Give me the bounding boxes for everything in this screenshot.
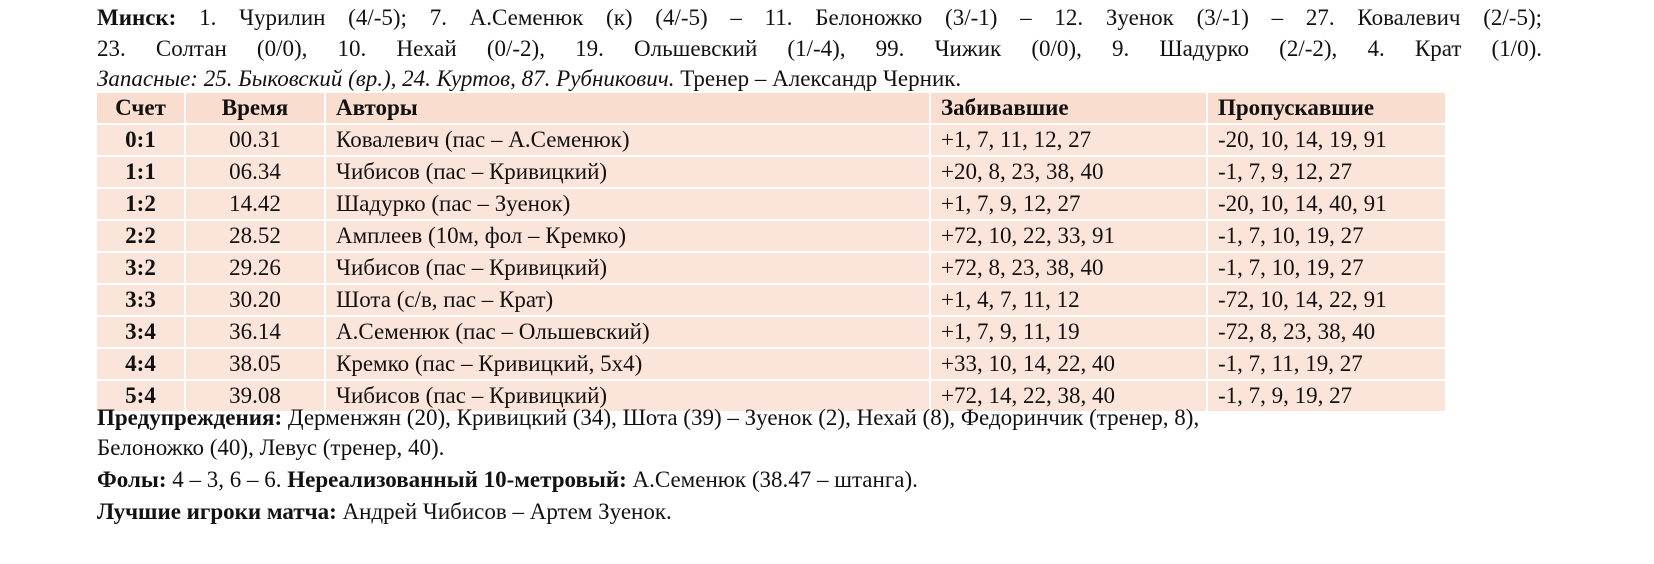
cell-authors: Ковалевич (пас – А.Семенюк) [324, 123, 931, 157]
cell-on-ice-conceding: -1, 7, 9, 19, 27 [1206, 379, 1445, 413]
warnings-line-1: Предупреждения: Дерменжян (20), Кривицки… [97, 403, 1542, 433]
cell-on-ice-conceding: -1, 7, 10, 19, 27 [1206, 219, 1445, 253]
cell-on-ice-conceding: -1, 7, 9, 12, 27 [1206, 155, 1445, 189]
table-row: 0:1 00.31 Ковалевич (пас – А.Семенюк) +1, 7… [97, 123, 1445, 157]
lineup-players-1: 1. Чурилин (4/-5); 7. А.Семенюк (к) (4/-… [199, 5, 1543, 30]
header-on-ice-scoring: Забивавшие [929, 93, 1208, 125]
cell-authors: Кремко (пас – Кривицкий, 5х4) [324, 347, 931, 381]
cell-time: 06.34 [184, 155, 326, 189]
cell-authors: Амплеев (10м, фол – Кремко) [324, 219, 931, 253]
cell-score: 0:1 [97, 123, 186, 157]
missed-penalty-value: А.Семенюк (38.47 – штанга). [632, 467, 918, 492]
fouls-line: Фолы: 4 – 3, 6 – 6. Нереализованный 10-м… [97, 465, 1542, 495]
cell-time: 38.05 [184, 347, 326, 381]
team-label: Минск: [97, 5, 177, 30]
header-time: Время [184, 93, 326, 125]
cell-on-ice-conceding: -1, 7, 11, 19, 27 [1206, 347, 1445, 381]
warnings-text: Дерменжян (20), Кривицкий (34), Шота (39… [287, 405, 1200, 430]
header-authors: Авторы [324, 93, 931, 125]
table-header-row: Счет Время Авторы Забивавшие Пропускавши… [97, 93, 1445, 125]
substitutes: Запасные: 25. Быковский (вр.), 24. Курто… [97, 66, 675, 91]
cell-time: 36.14 [184, 315, 326, 349]
table-row: 2:2 28.52 Амплеев (10м, фол – Кремко) +72, … [97, 219, 1445, 253]
goals-table: Счет Время Авторы Забивавшие Пропускавши… [97, 93, 1445, 413]
fouls-value: 4 – 3, 6 – 6. [172, 467, 282, 492]
cell-time: 00.31 [184, 123, 326, 157]
cell-on-ice-conceding: -20, 10, 14, 40, 91 [1206, 187, 1445, 221]
cell-time: 30.20 [184, 283, 326, 317]
cell-score: 3:3 [97, 283, 186, 317]
cell-score: 4:4 [97, 347, 186, 381]
cell-score: 3:2 [97, 251, 186, 285]
missed-penalty-label: Нереализованный 10-метровый: [287, 467, 627, 492]
table-row: 1:2 14.42 Шадурко (пас – Зуенок) +1, 7, 9, … [97, 187, 1445, 221]
best-players-line: Лучшие игроки матча: Андрей Чибисов – Ар… [97, 497, 1542, 527]
coach: Тренер – Александр Черник. [680, 66, 962, 91]
lineup-line-2: 23. Солтан (0/0), 10. Нехай (0/-2), 19. … [97, 36, 1542, 61]
cell-authors: А.Семенюк (пас – Ольшевский) [324, 315, 931, 349]
table-row: 4:4 38.05 Кремко (пас – Кривицкий, 5х4) +33… [97, 347, 1445, 381]
table-row: 3:2 29.26 Чибисов (пас – Кривицкий) +72, 8,… [97, 251, 1445, 285]
lineup-line-3: Запасные: 25. Быковский (вр.), 24. Курто… [97, 64, 1542, 94]
lineup-line-1: Минск: 1. Чурилин (4/-5); 7. А.Семенюк (… [97, 3, 1542, 33]
cell-score: 3:4 [97, 315, 186, 349]
cell-time: 28.52 [184, 219, 326, 253]
header-score: Счет [97, 93, 186, 125]
cell-on-ice-scoring: +72, 14, 22, 38, 40 [929, 379, 1208, 413]
cell-time: 14.42 [184, 187, 326, 221]
cell-on-ice-scoring: +72, 8, 23, 38, 40 [929, 251, 1208, 285]
cell-authors: Чибисов (пас – Кривицкий) [324, 379, 931, 413]
cell-time: 29.26 [184, 251, 326, 285]
cell-time: 39.08 [184, 379, 326, 413]
cell-on-ice-scoring: +72, 10, 22, 33, 91 [929, 219, 1208, 253]
cell-on-ice-scoring: +1, 4, 7, 11, 12 [929, 283, 1208, 317]
warnings-line-2: Белоножко (40), Левус (тренер, 40). [97, 435, 445, 460]
cell-on-ice-scoring: +1, 7, 11, 12, 27 [929, 123, 1208, 157]
best-players-label: Лучшие игроки матча: [97, 499, 337, 524]
fouls-label: Фолы: [97, 467, 167, 492]
cell-authors: Шадурко (пас – Зуенок) [324, 187, 931, 221]
cell-on-ice-conceding: -1, 7, 10, 19, 27 [1206, 251, 1445, 285]
cell-on-ice-conceding: -72, 10, 14, 22, 91 [1206, 283, 1445, 317]
cell-score: 1:2 [97, 187, 186, 221]
cell-on-ice-scoring: +1, 7, 9, 12, 27 [929, 187, 1208, 221]
table-row: 3:3 30.20 Шота (с/в, пас – Крат) +1, 4, 7, … [97, 283, 1445, 317]
table-row: 3:4 36.14 А.Семенюк (пас – Ольшевский) +1, … [97, 315, 1445, 349]
best-players-value: Андрей Чибисов – Артем Зуенок. [342, 499, 672, 524]
cell-on-ice-scoring: +1, 7, 9, 11, 19 [929, 315, 1208, 349]
cell-on-ice-scoring: +20, 8, 23, 38, 40 [929, 155, 1208, 189]
warnings-label: Предупреждения: [97, 405, 283, 430]
cell-authors: Шота (с/в, пас – Крат) [324, 283, 931, 317]
table-row: 1:1 06.34 Чибисов (пас – Кривицкий) +20, 8,… [97, 155, 1445, 189]
cell-authors: Чибисов (пас – Кривицкий) [324, 155, 931, 189]
cell-on-ice-conceding: -72, 8, 23, 38, 40 [1206, 315, 1445, 349]
cell-score: 2:2 [97, 219, 186, 253]
table-row: 5:4 39.08 Чибисов (пас – Кривицкий) +72, 14… [97, 379, 1445, 413]
cell-on-ice-conceding: -20, 10, 14, 19, 91 [1206, 123, 1445, 157]
cell-score: 5:4 [97, 379, 186, 413]
cell-authors: Чибисов (пас – Кривицкий) [324, 251, 931, 285]
cell-score: 1:1 [97, 155, 186, 189]
cell-on-ice-scoring: +33, 10, 14, 22, 40 [929, 347, 1208, 381]
header-on-ice-conceding: Пропускавшие [1206, 93, 1445, 125]
